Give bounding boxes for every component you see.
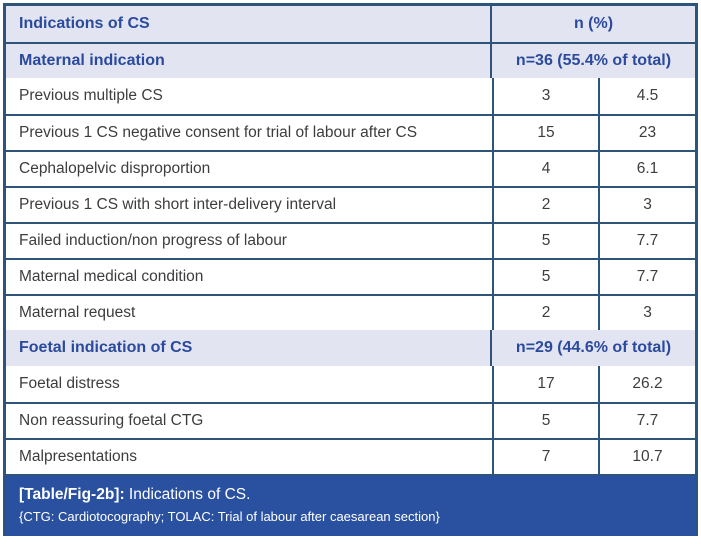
table-row: Previous 1 CS with short inter-delivery … — [6, 186, 695, 222]
indication-label: Malpresentations — [19, 448, 138, 465]
count-value: 4 — [492, 152, 598, 186]
table-caption: [Table/Fig-2b]: Indications of CS. {CTG:… — [6, 474, 695, 536]
percent-value: 7.7 — [598, 404, 695, 438]
percent-value: 6.1 — [598, 152, 695, 186]
indication-label: Foetal distress — [19, 375, 120, 392]
percent-value: 4.5 — [598, 78, 695, 114]
section-label: Foetal indication of CS — [19, 339, 193, 356]
section-summary: n=29 (44.6% of total) — [490, 330, 695, 366]
count-value: 17 — [492, 366, 598, 402]
table-header-row: Indications of CS n (%) — [6, 6, 695, 42]
percent-value: 7.7 — [598, 260, 695, 294]
percent-value: 3 — [598, 188, 695, 222]
count-value: 2 — [492, 296, 598, 330]
percent-value: 10.7 — [598, 440, 695, 474]
percent-value: 26.2 — [598, 366, 695, 402]
indication-label: Previous 1 CS negative consent for trial… — [19, 124, 418, 141]
count-value: 5 — [492, 404, 598, 438]
table-row: Non reassuring foetal CTG 5 7.7 — [6, 402, 695, 438]
indication-label: Previous 1 CS with short inter-delivery … — [19, 196, 337, 213]
table-row: Cephalopelvic disproportion 4 6.1 — [6, 150, 695, 186]
count-value: 3 — [492, 78, 598, 114]
abbreviations-note: {CTG: Cardiotocography; TOLAC: Trial of … — [19, 509, 440, 525]
table-row: Malpresentations 7 10.7 — [6, 438, 695, 474]
section-label: Maternal indication — [19, 52, 165, 69]
table-row: Failed induction/non progress of labour 5… — [6, 222, 695, 258]
table-row: Previous 1 CS negative consent for trial… — [6, 114, 695, 150]
indication-label: Maternal request — [19, 304, 136, 321]
indication-label: Maternal medical condition — [19, 268, 204, 285]
caption-title-line: [Table/Fig-2b]: Indications of CS. — [19, 484, 682, 506]
table-title: Indications of CS — [19, 15, 150, 32]
indication-label: Non reassuring foetal CTG — [19, 412, 204, 429]
foetal-section-header: Foetal indication of CS n=29 (44.6% of t… — [6, 330, 695, 366]
count-value: 2 — [492, 188, 598, 222]
percent-value: 7.7 — [598, 224, 695, 258]
percent-value: 23 — [598, 116, 695, 150]
count-value: 5 — [492, 260, 598, 294]
maternal-rows: Previous multiple CS 3 4.5 Previous 1 CS ne… — [6, 78, 695, 330]
count-value: 5 — [492, 224, 598, 258]
n-percent-column-header: n (%) — [490, 6, 695, 42]
table-row: Maternal request 2 3 — [6, 294, 695, 330]
indication-label: Previous multiple CS — [19, 87, 163, 104]
foetal-rows: Foetal distress 17 26.2 Non reassuring foet… — [6, 366, 695, 474]
figure-tag: [Table/Fig-2b]: — [19, 486, 125, 503]
caption-title: Indications of CS. — [124, 486, 251, 503]
indication-label: Cephalopelvic disproportion — [19, 160, 211, 177]
table-row: Foetal distress 17 26.2 — [6, 366, 695, 402]
table-row: Previous multiple CS 3 4.5 — [6, 78, 695, 114]
count-value: 7 — [492, 440, 598, 474]
section-summary: n=36 (55.4% of total) — [490, 44, 695, 78]
indications-of-cs-table: Indications of CS n (%) Maternal indicat… — [3, 3, 698, 536]
count-value: 15 — [492, 116, 598, 150]
percent-value: 3 — [598, 296, 695, 330]
table-row: Maternal medical condition 5 7.7 — [6, 258, 695, 294]
maternal-section-header: Maternal indication n=36 (55.4% of total… — [6, 42, 695, 78]
indication-label: Failed induction/non progress of labour — [19, 232, 287, 249]
